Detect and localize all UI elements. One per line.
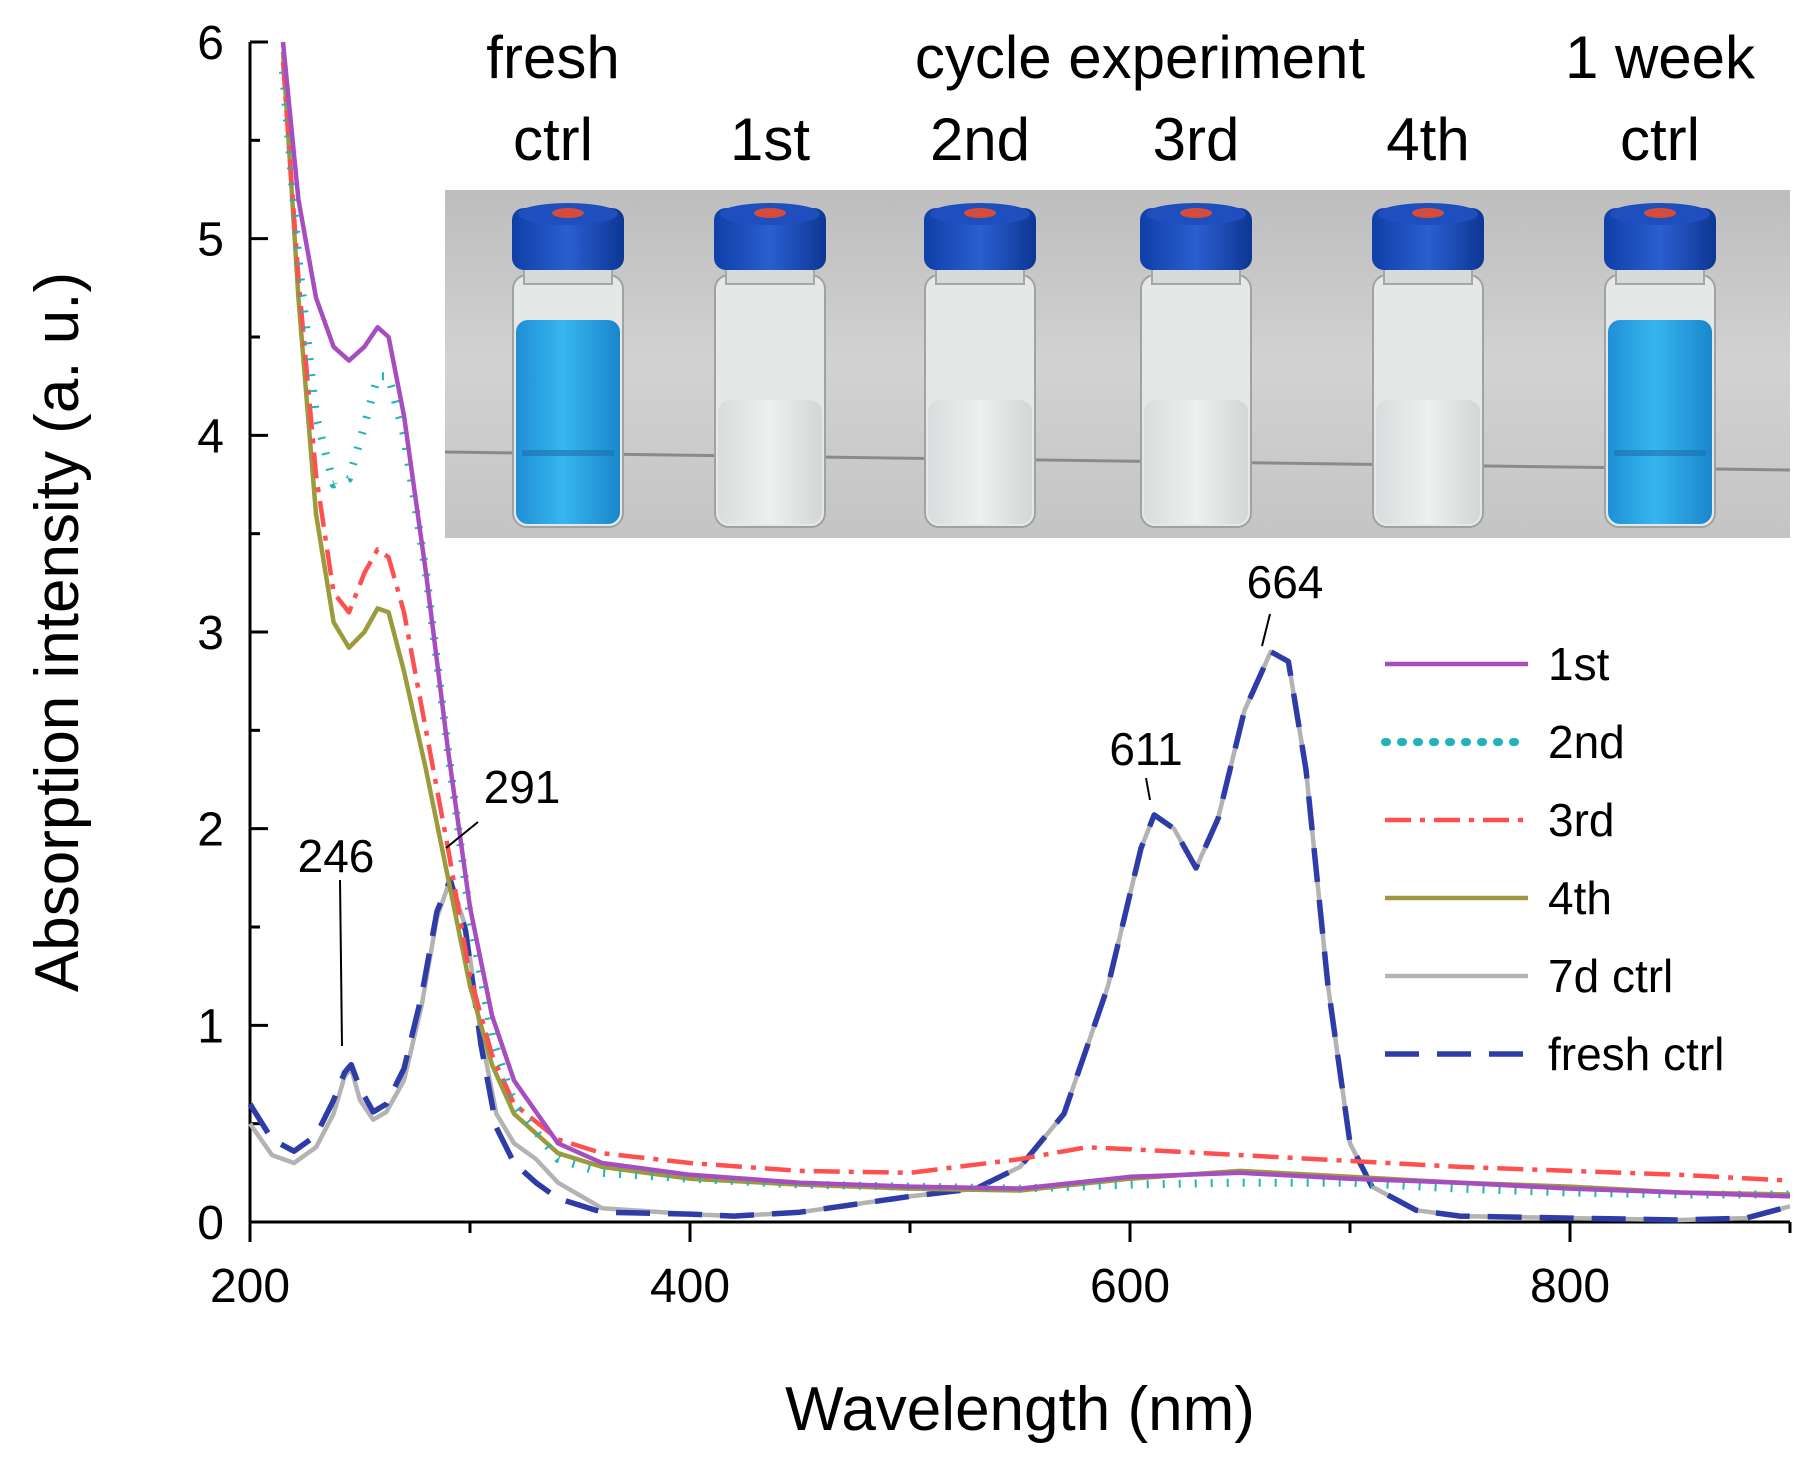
vial-label-top: fresh — [486, 24, 619, 91]
y-tick-label: 2 — [197, 804, 224, 857]
vial-liquid — [718, 400, 822, 524]
legend-label: 2nd — [1548, 716, 1625, 768]
vial-label-bottom: ctrl — [513, 106, 593, 173]
vial-photo-inset: cycle experiment fresh ctrl 1st 2nd 3rd 4th 1 … — [444, 24, 1791, 538]
y-tick-label: 4 — [197, 410, 224, 463]
inset-labels: fresh ctrl 1st 2nd 3rd 4th 1 week ctrl — [486, 24, 1756, 173]
vials-layer — [512, 203, 1716, 528]
inset-background — [445, 190, 1790, 538]
x-tick-label: 600 — [1090, 1260, 1170, 1313]
vial-3 — [924, 203, 1036, 528]
vial-label-bottom: 4th — [1386, 106, 1469, 173]
vial-septum — [552, 208, 584, 218]
vial-label-bottom: 1st — [730, 106, 810, 173]
x-tick-label: 800 — [1530, 1260, 1610, 1313]
vial-label-bottom: 2nd — [930, 106, 1030, 173]
x-ticks: 200 400 600 800 — [210, 1222, 1792, 1313]
annotation-leader — [445, 821, 479, 849]
vial-cap — [1604, 208, 1716, 270]
vial-liquid — [928, 400, 1032, 524]
x-axis-title: Wavelength (nm) — [785, 1375, 1255, 1444]
annotation-layer: 246 291 611 664 — [298, 556, 1324, 1047]
x-tick-label: 200 — [210, 1260, 290, 1313]
vial-cap — [924, 208, 1036, 270]
y-tick-label: 3 — [197, 607, 224, 660]
peak-label-246: 246 — [298, 830, 375, 882]
vial-meniscus-line — [1614, 450, 1706, 456]
vial-2 — [714, 203, 826, 528]
vial-liquid — [516, 320, 620, 524]
y-tick-label: 1 — [197, 1000, 224, 1053]
legend-label: 3rd — [1548, 794, 1614, 846]
vial-label-bottom: 3rd — [1153, 106, 1240, 173]
y-axis-title: Absorption intensity (a. u.) — [23, 272, 92, 992]
vial-6 — [1604, 203, 1716, 528]
vial-4 — [1140, 203, 1252, 528]
vial-meniscus-line — [522, 450, 614, 456]
vial-1 — [512, 203, 624, 528]
vial-septum — [1412, 208, 1444, 218]
vial-cap — [1140, 208, 1252, 270]
vial-cap — [714, 208, 826, 270]
series-line-3rd — [280, 61, 1791, 1183]
series-line-fresh-ctrl — [247, 648, 1791, 1223]
y-tick-label: 0 — [197, 1197, 224, 1250]
vial-label-top: 1 week — [1565, 24, 1756, 91]
inset-bench-edge — [444, 450, 1791, 472]
series-line-1st — [280, 41, 1791, 1199]
annotation-leader — [339, 879, 343, 1047]
vial-label-bottom: ctrl — [1620, 106, 1700, 173]
vial-cap — [1372, 208, 1484, 270]
legend-label: 7d ctrl — [1548, 950, 1673, 1002]
vial-5 — [1372, 203, 1484, 528]
axes: 0 1 2 3 4 5 6 200 400 600 800 — [197, 17, 1792, 1313]
y-tick-label: 6 — [197, 17, 224, 70]
peak-label-291: 291 — [484, 761, 561, 813]
x-tick-label: 400 — [650, 1260, 730, 1313]
series-layer — [247, 41, 1791, 1223]
annotation-leader — [1261, 613, 1271, 647]
y-tick-label: 5 — [197, 214, 224, 267]
annotation-leader — [1145, 777, 1151, 801]
y-ticks: 0 1 2 3 4 5 6 — [197, 17, 268, 1250]
vial-septum — [964, 208, 996, 218]
legend: 1st 2nd 3rd 4th 7d ctrl fresh ctrl — [1381, 638, 1724, 1080]
legend-label: 1st — [1548, 638, 1610, 690]
legend-label: 4th — [1548, 872, 1612, 924]
vial-liquid — [1608, 320, 1712, 524]
vial-cap — [512, 208, 624, 270]
legend-label: fresh ctrl — [1548, 1028, 1724, 1080]
vial-septum — [1180, 208, 1212, 218]
vial-liquid — [1376, 400, 1480, 524]
inset-header: cycle experiment — [915, 24, 1366, 91]
peak-label-664: 664 — [1247, 556, 1324, 608]
vial-septum — [754, 208, 786, 218]
vial-septum — [1644, 208, 1676, 218]
vial-liquid — [1144, 400, 1248, 524]
peak-label-611: 611 — [1109, 723, 1182, 775]
